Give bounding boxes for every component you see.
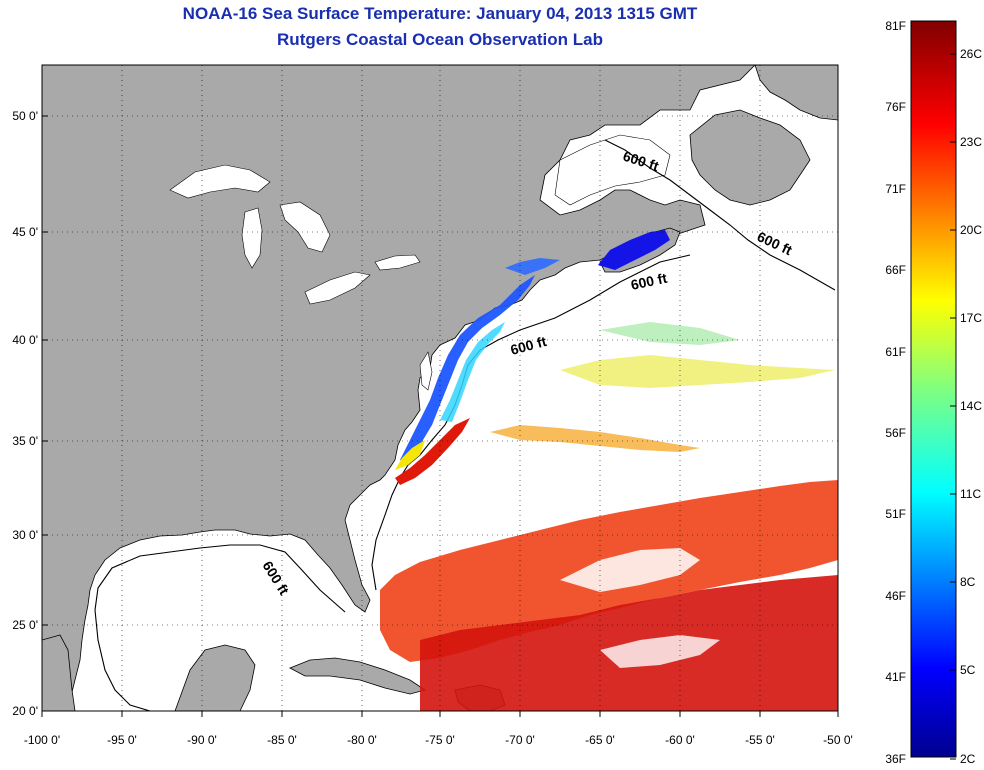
longitude-label: -75 0': [425, 733, 455, 747]
lake-michigan: [241, 207, 263, 269]
colorbar-c-label: 26C: [960, 47, 982, 61]
latitude-label: 45 0': [12, 225, 38, 239]
gulf-st-lawrence: [554, 134, 671, 206]
colorbar-c-label: 5C: [960, 663, 976, 677]
colorbar-f-label: 61F: [885, 345, 906, 359]
latitude-label: 50 0': [12, 109, 38, 123]
map-title: NOAA-16 Sea Surface Temperature: January…: [182, 4, 698, 23]
sst-cold-coastal: [400, 275, 535, 462]
longitude-label: -70 0': [505, 733, 535, 747]
longitude-label: -95 0': [107, 733, 137, 747]
colorbar-c-label: 8C: [960, 575, 976, 589]
colorbar-c-label: 14C: [960, 399, 982, 413]
colorbar-f-label: 56F: [885, 426, 906, 440]
newfoundland-land: [689, 109, 811, 206]
sst-cyan-coastal: [440, 322, 505, 422]
latitude-label: 20 0': [12, 704, 38, 718]
colorbar-f-label: 81F: [885, 19, 906, 33]
colorbar-f-label: 71F: [885, 182, 906, 196]
sst-blue-nova: [505, 258, 560, 275]
latitude-labels: 50 0' 45 0' 40 0' 35 0' 30 0' 25 0' 20 0': [12, 109, 48, 718]
longitude-label: -55 0': [745, 733, 775, 747]
sst-yellow-hatteras: [395, 440, 425, 470]
colorbar-c-label: 17C: [960, 311, 982, 325]
colorbar-c-label: 2C: [960, 752, 976, 766]
sst-cold-gulf-maine: [598, 230, 670, 270]
colorbar-c-label: 23C: [960, 135, 982, 149]
sst-cloud-gap-2: [600, 635, 720, 668]
longitude-label: -60 0': [665, 733, 695, 747]
colorbar: [910, 20, 957, 758]
sst-midocean-orange: [490, 425, 700, 452]
latitude-label: 30 0': [12, 528, 38, 542]
labrador-land: [754, 65, 838, 121]
sst-red-gulfstream: [395, 418, 470, 485]
colorbar-f-label: 66F: [885, 263, 906, 277]
lake-huron: [279, 201, 331, 253]
longitude-label: -100 0': [24, 733, 60, 747]
colorbar-f-label: 76F: [885, 100, 906, 114]
latitude-label: 25 0': [12, 618, 38, 632]
longitude-label: -90 0': [187, 733, 217, 747]
longitude-label: -50 0': [823, 733, 853, 747]
sst-midocean-yellow: [560, 355, 835, 388]
longitude-label: -80 0': [347, 733, 377, 747]
sst-cloud-gap: [560, 548, 700, 592]
colorbar-f-label: 36F: [885, 752, 906, 766]
lake-superior: [169, 164, 271, 199]
latitude-label: 40 0': [12, 333, 38, 347]
lake-erie: [304, 271, 371, 305]
colorbar-f-label: 46F: [885, 589, 906, 603]
latitude-label: 35 0': [12, 434, 38, 448]
600ft-contour-gulf: [94, 544, 346, 711]
longitude-label: -85 0': [267, 733, 297, 747]
longitude-label: -65 0': [585, 733, 615, 747]
north-america-land: [42, 65, 756, 711]
colorbar-f-label: 51F: [885, 507, 906, 521]
colorbar-c-label: 11C: [960, 487, 981, 501]
colorbar-c-label: 20C: [960, 223, 982, 237]
contour-label-3: 600 ft: [629, 270, 668, 293]
colorbar-ticks: 81F 76F 71F 66F 61F 56F 51F 46F 41F 36F 26C 23C 20C 1…: [885, 19, 982, 766]
mexico-land: [42, 634, 76, 711]
yucatan-land: [174, 644, 256, 711]
longitude-labels: -100 0' -95 0' -90 0' -85 0' -80 0' -75 0' -70…: [24, 711, 853, 747]
lake-ontario: [374, 254, 421, 271]
sst-midocean-green: [600, 322, 740, 345]
colorbar-f-label: 41F: [885, 670, 906, 684]
chesapeake-bay: [419, 351, 433, 391]
map-subtitle: Rutgers Coastal Ocean Observation Lab: [277, 30, 603, 49]
